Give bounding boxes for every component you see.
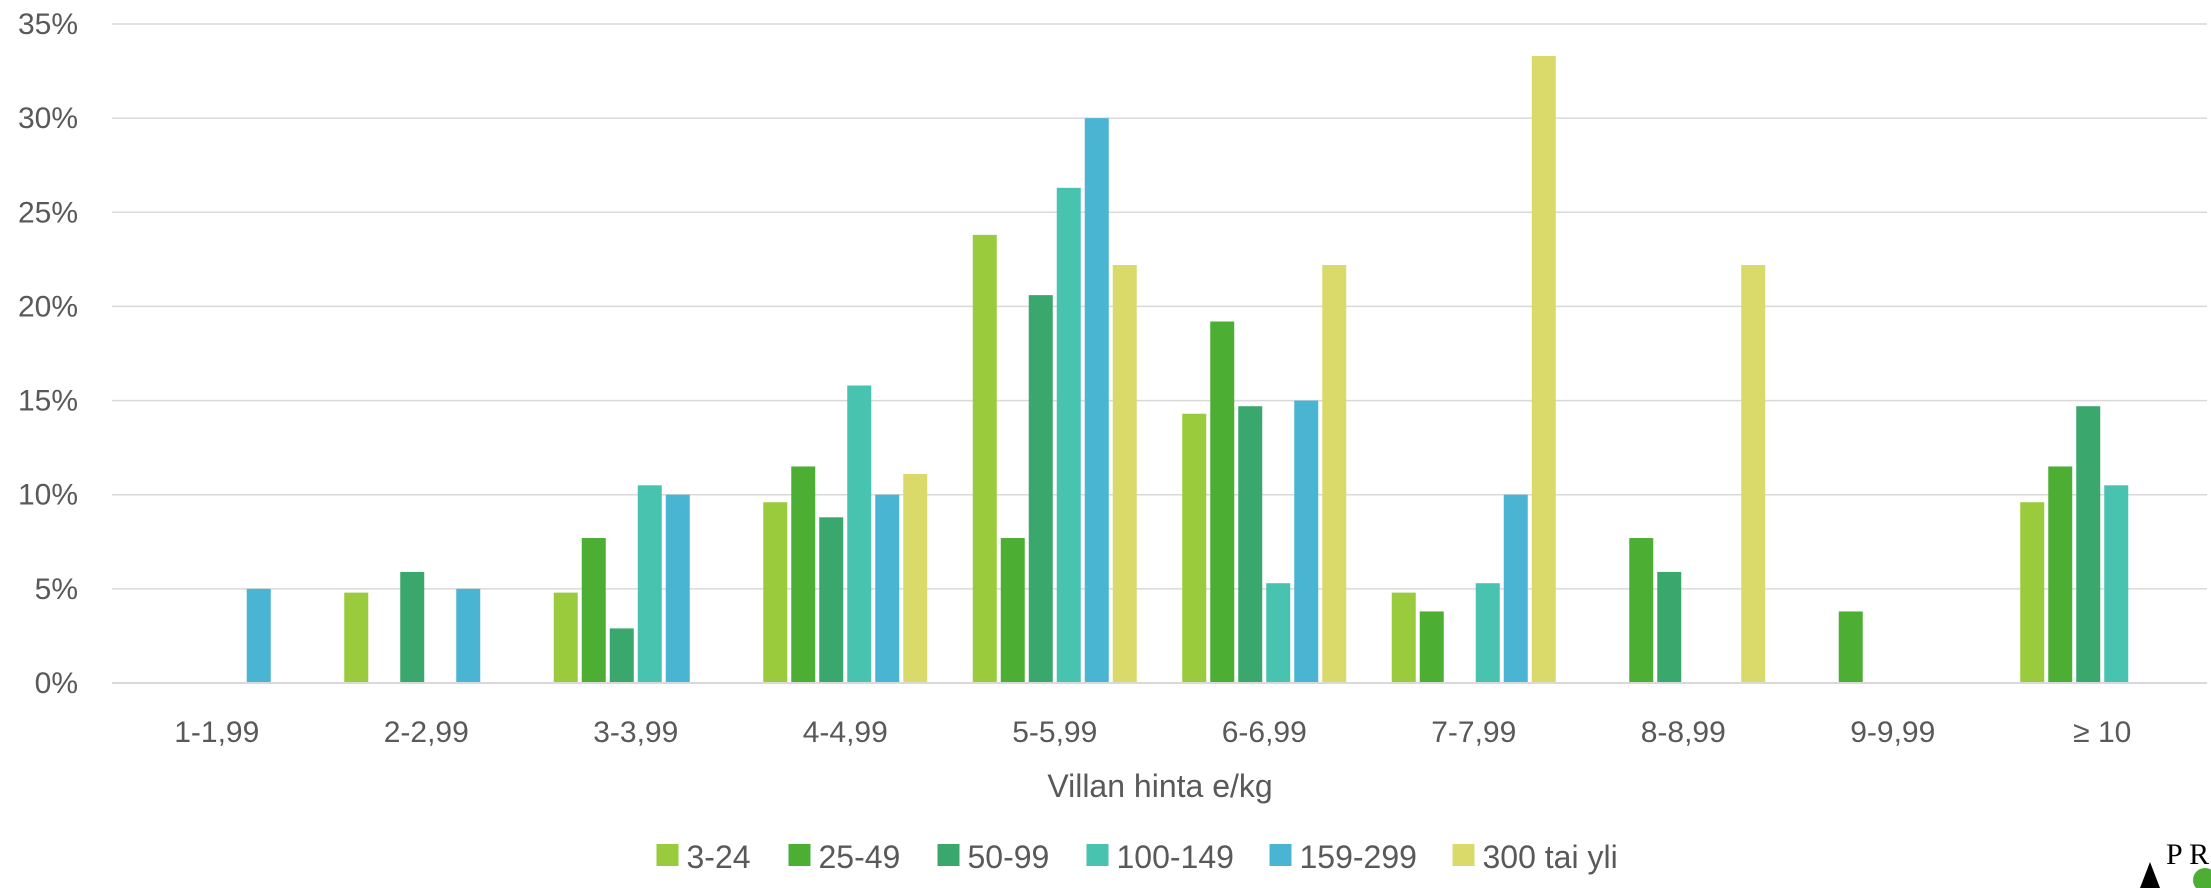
bar-25-49-5 [1000, 538, 1025, 683]
y-tick-label: 10% [18, 479, 78, 512]
bar-300-tai-yli-7 [1531, 56, 1556, 684]
bar-50-99-8 [1657, 571, 1682, 683]
x-tick-label: 3-3,99 [593, 716, 678, 749]
bar-50-99-4 [819, 517, 844, 683]
bar-300-tai-yli-5 [1112, 265, 1137, 683]
x-axis-title: Villan hinta e/kg [1047, 768, 1272, 804]
legend-swatch [1086, 844, 1109, 866]
bar-25-49-3 [581, 538, 606, 683]
legend-label: 159-299 [1300, 839, 1417, 875]
bar-159-299-2 [456, 588, 481, 683]
bar-159-299-5 [1084, 118, 1109, 683]
bar-25-49-7 [1419, 611, 1444, 683]
y-tick-label: 5% [35, 573, 78, 606]
x-tick-label: 4-4,99 [803, 716, 888, 749]
bar-50-99-5 [1028, 295, 1053, 683]
legend-swatch [656, 844, 679, 866]
bar-100-149-10 [2104, 485, 2129, 683]
x-axis: 1-1,99 2-2,99 3-3,99 4-4,99 5-5,99 6-6,99 7-7,… [174, 716, 2131, 749]
x-tick-label: ≥ 10 [2073, 716, 2131, 749]
bar-100-149-6 [1266, 583, 1291, 683]
bar-3-24-6 [1182, 413, 1207, 683]
legend-swatch [937, 844, 960, 866]
bar-159-299-4 [875, 494, 900, 683]
logo-text: P R [2166, 838, 2209, 871]
bar-300-tai-yli-8 [1741, 265, 1766, 683]
y-tick-label: 25% [18, 196, 78, 229]
legend-swatch [1269, 844, 1292, 866]
x-tick-label: 8-8,99 [1641, 716, 1726, 749]
bar-100-149-7 [1475, 583, 1500, 683]
legend-label: 25-49 [819, 839, 901, 875]
y-tick-label: 20% [18, 290, 78, 323]
bar-50-99-6 [1238, 406, 1263, 683]
bar-3-24-10 [2020, 502, 2045, 683]
bar-25-49-10 [2048, 466, 2073, 683]
bar-159-299-7 [1503, 494, 1528, 683]
bars [246, 56, 2129, 684]
logo-leaf [2193, 868, 2211, 888]
bar-50-99-3 [609, 628, 634, 683]
bar-25-49-8 [1629, 538, 1654, 683]
x-tick-label: 6-6,99 [1222, 716, 1307, 749]
legend-label: 50-99 [968, 839, 1050, 875]
bar-50-99-2 [400, 571, 425, 683]
bar-300-tai-yli-4 [903, 474, 928, 683]
legend-swatch [1452, 844, 1475, 866]
gridlines [112, 23, 2207, 590]
bar-3-24-7 [1391, 592, 1416, 683]
bar-100-149-3 [637, 485, 662, 683]
bar-159-299-1 [246, 588, 271, 683]
x-tick-label: 1-1,99 [174, 716, 259, 749]
bar-159-299-6 [1294, 400, 1319, 683]
bar-100-149-5 [1056, 187, 1081, 683]
bar-25-49-9 [1838, 611, 1863, 683]
x-tick-label: 9-9,99 [1850, 716, 1935, 749]
logo-mark [2140, 862, 2160, 888]
bar-100-149-4 [847, 385, 872, 683]
bar-3-24-3 [553, 592, 578, 683]
logo: P R [2140, 838, 2211, 888]
legend: 3-24 25-49 50-99 100-149 159-299 300 tai yli [656, 839, 1618, 875]
y-axis: 0% 5% 10% 15% 20% 25% 30% 35% [18, 8, 78, 700]
legend-swatch [788, 844, 811, 866]
bar-3-24-4 [763, 502, 788, 683]
legend-label: 300 tai yli [1483, 839, 1618, 875]
x-tick-label: 7-7,99 [1431, 716, 1516, 749]
legend-label: 3-24 [687, 839, 751, 875]
bar-25-49-4 [791, 466, 816, 683]
x-tick-label: 2-2,99 [384, 716, 469, 749]
y-tick-label: 30% [18, 102, 78, 135]
bar-159-299-3 [665, 494, 690, 683]
y-tick-label: 0% [35, 667, 78, 700]
legend-label: 100-149 [1117, 839, 1234, 875]
bar-3-24-2 [344, 592, 369, 683]
x-tick-label: 5-5,99 [1012, 716, 1097, 749]
y-tick-label: 15% [18, 385, 78, 418]
bar-3-24-5 [972, 234, 997, 683]
bar-50-99-10 [2076, 406, 2101, 683]
y-tick-label: 35% [18, 8, 78, 41]
bar-300-tai-yli-6 [1322, 265, 1347, 683]
bar-25-49-6 [1210, 321, 1235, 683]
